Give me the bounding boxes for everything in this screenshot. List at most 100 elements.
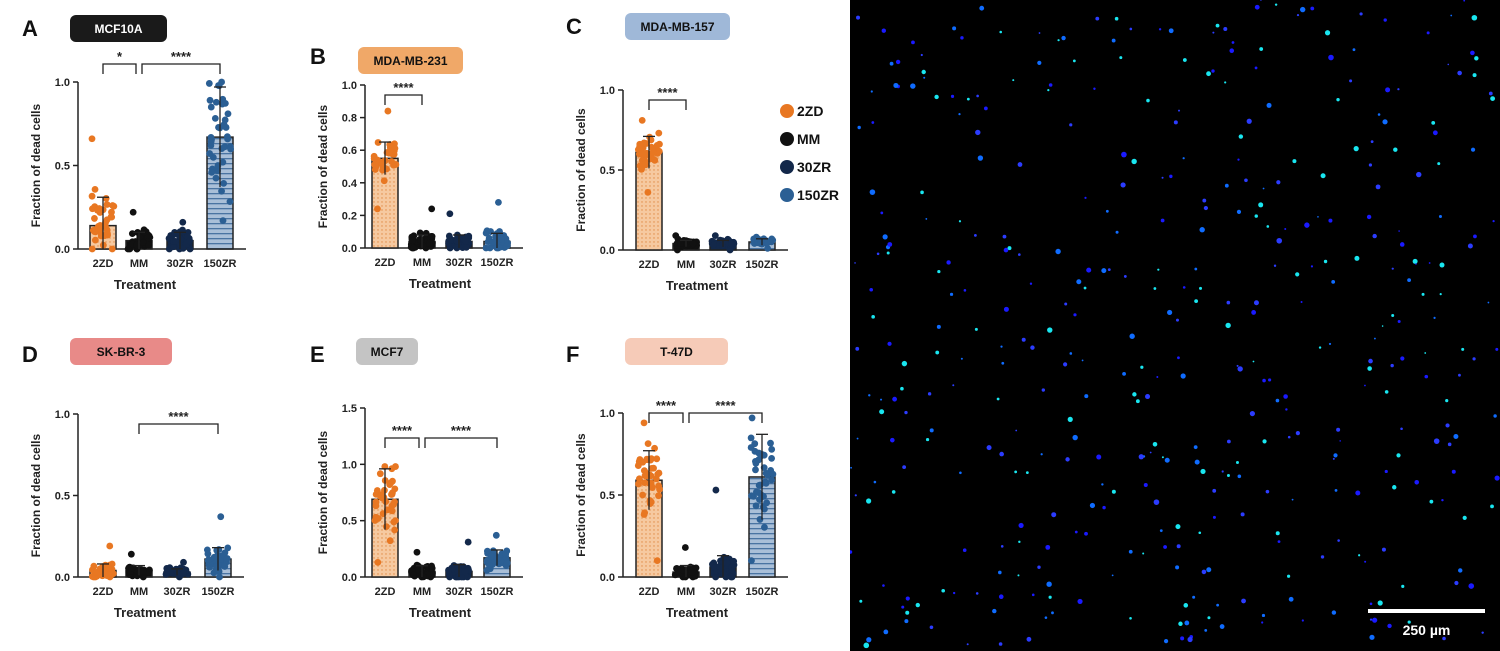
cell-dot: [1037, 565, 1041, 569]
cell-dot: [1084, 394, 1089, 399]
legend-label: 150ZR: [797, 187, 839, 203]
cell-dot: [1416, 171, 1422, 178]
data-point: [768, 445, 776, 453]
cell-dot: [1183, 603, 1189, 608]
data-point: [388, 158, 396, 165]
cell-dot: [1328, 342, 1332, 346]
y-tick-label: 0.6: [342, 145, 357, 157]
cell-line-title: T-47D: [660, 345, 693, 359]
cell-dot: [1132, 392, 1137, 397]
cell-dot: [1226, 300, 1231, 305]
cell-dot: [1184, 620, 1190, 626]
cell-dot: [1291, 498, 1294, 501]
cell-dot: [1387, 623, 1392, 629]
cell-dot: [941, 588, 946, 593]
cell-dot: [1199, 286, 1203, 290]
cell-dot: [1198, 531, 1202, 535]
data-point: [427, 233, 435, 240]
panel-letter: A: [22, 16, 38, 41]
cell-dot: [1481, 631, 1484, 634]
cell-dot: [1177, 356, 1180, 360]
cell-dot: [966, 643, 969, 646]
cell-dot: [1383, 18, 1387, 22]
cell-dot: [1495, 347, 1499, 351]
cell-dot: [1258, 202, 1264, 208]
cell-dot: [1382, 119, 1388, 125]
cell-dot: [1015, 429, 1018, 432]
cell-dot: [1240, 512, 1245, 517]
cell-dot: [1086, 267, 1092, 273]
data-point: [420, 573, 427, 581]
cell-dot: [1372, 233, 1377, 239]
cell-dot: [1145, 394, 1151, 400]
cell-dot: [1424, 374, 1429, 379]
cell-dot: [1018, 522, 1024, 529]
data-point: [487, 552, 495, 560]
data-point: [718, 564, 725, 572]
cell-dot: [1266, 225, 1270, 228]
cell-dot: [934, 94, 939, 100]
cell-dot: [880, 211, 884, 215]
cell-dot: [1093, 87, 1096, 90]
cell-dot: [1412, 258, 1418, 264]
cell-dot: [1359, 12, 1363, 16]
cell-dot: [1493, 414, 1497, 418]
cell-dot: [1002, 234, 1007, 239]
cell-dot: [1067, 416, 1073, 422]
cell-dot: [1472, 73, 1477, 78]
x-tick-label: 150ZR: [201, 586, 234, 598]
cell-dot: [1241, 598, 1246, 604]
data-point: [428, 562, 436, 570]
cell-dot: [1203, 205, 1208, 211]
cell-dot: [1488, 91, 1493, 96]
cell-dot: [1285, 408, 1288, 411]
data-point: [386, 481, 394, 488]
significance-label: ****: [657, 85, 678, 100]
cell-dot: [1064, 302, 1068, 306]
cell-dot: [1336, 427, 1341, 432]
cell-dot: [1000, 545, 1004, 548]
data-point: [413, 548, 421, 556]
data-point: [763, 499, 771, 507]
data-point: [650, 464, 657, 472]
data-point: [636, 143, 644, 151]
fluorescence-cells: [850, 0, 1500, 649]
cell-dot: [1031, 593, 1035, 597]
cell-dot: [929, 428, 934, 433]
cell-dot: [1445, 423, 1450, 428]
y-tick-label: 0.5: [600, 165, 615, 177]
cell-dot: [1259, 47, 1264, 51]
cell-dot: [1304, 222, 1310, 228]
panel-letter: C: [566, 14, 582, 39]
data-point: [445, 566, 452, 574]
data-point: [755, 449, 763, 457]
data-point: [139, 239, 147, 246]
cell-dot: [1048, 83, 1053, 87]
cell-dot: [1153, 287, 1157, 290]
cell-dot: [1129, 27, 1133, 31]
data-point: [145, 241, 153, 249]
data-point: [495, 198, 502, 206]
cell-dot: [950, 94, 955, 98]
cell-dot: [1390, 363, 1394, 368]
cell-dot: [1262, 187, 1265, 190]
cell-dot: [1331, 610, 1337, 615]
cell-dot: [1468, 583, 1475, 589]
data-point: [104, 564, 112, 572]
data-point: [106, 542, 114, 550]
cell-dot: [901, 360, 908, 367]
data-point: [207, 142, 215, 149]
cell-dot: [1292, 159, 1297, 164]
data-point: [769, 236, 777, 244]
y-tick-label: 0.5: [55, 161, 70, 173]
cell-dot: [1229, 48, 1235, 54]
cell-dot: [915, 602, 920, 608]
data-point: [644, 440, 652, 448]
cell-dot: [1176, 544, 1181, 549]
cell-dot: [1089, 502, 1096, 509]
x-tick-label: MM: [130, 258, 148, 270]
x-tick-label: 150ZR: [480, 586, 513, 598]
cell-dot: [1212, 31, 1215, 34]
cell-dot: [1163, 639, 1169, 644]
cell-dot: [1044, 616, 1048, 619]
